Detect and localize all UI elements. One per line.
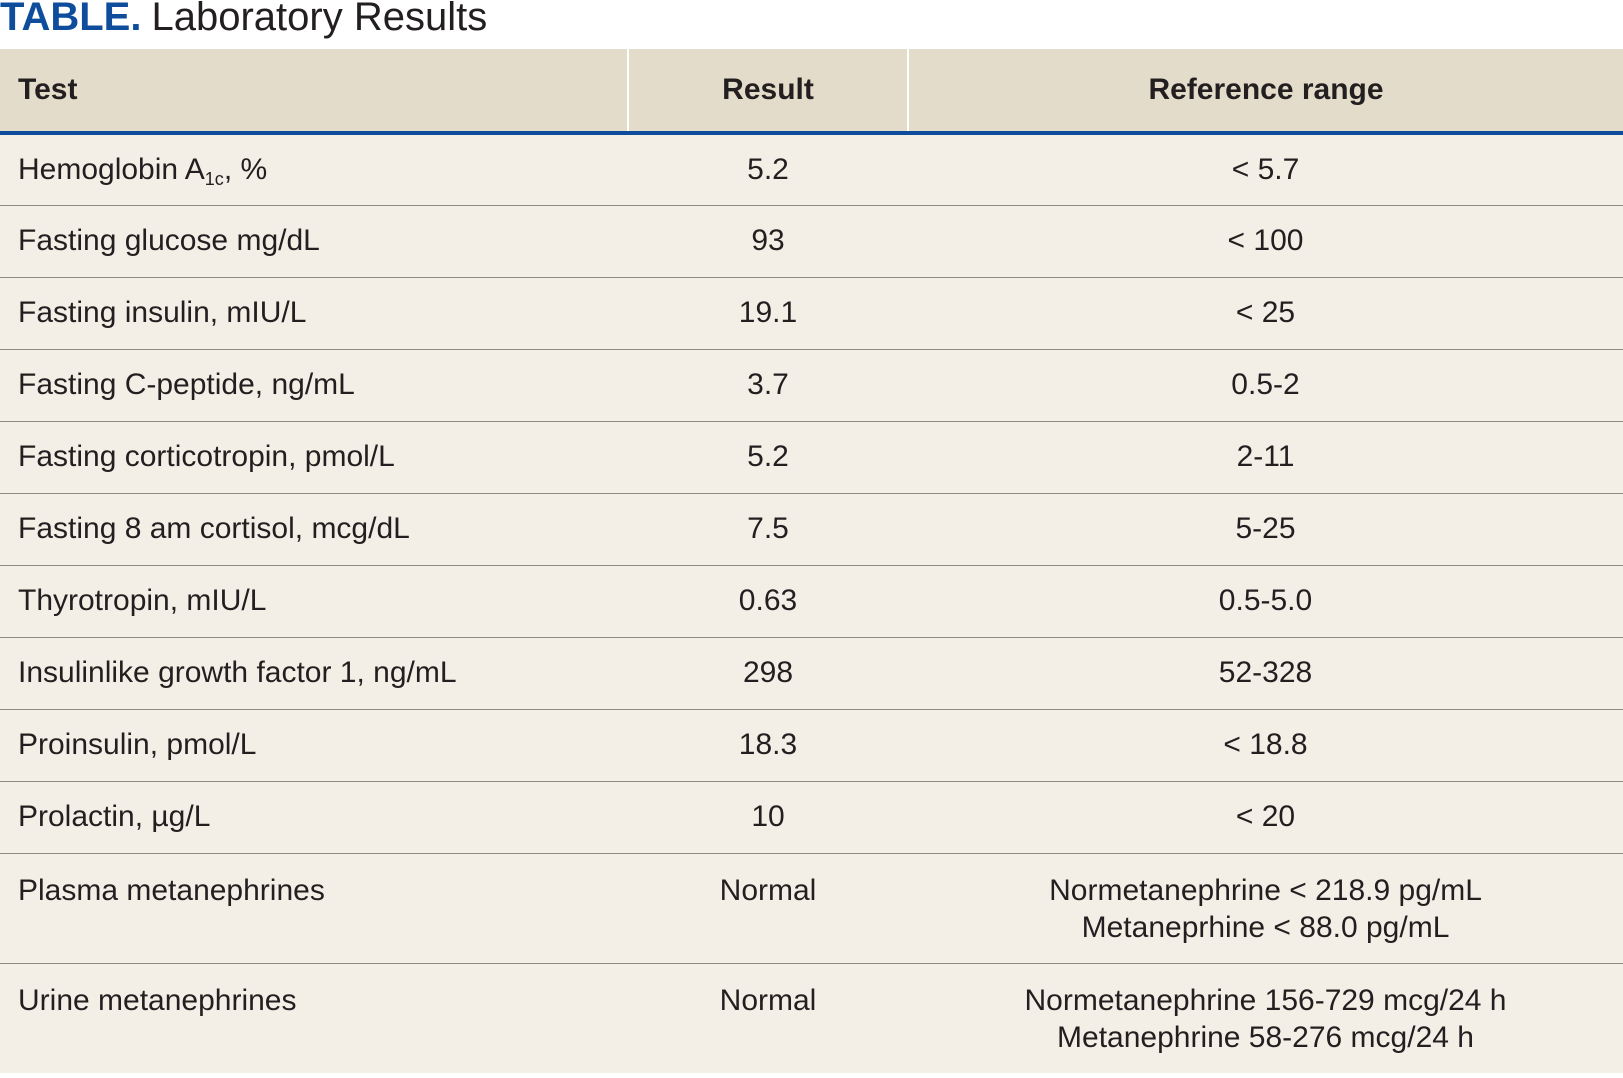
table-caption: Laboratory Results <box>151 0 488 39</box>
table-row: Fasting corticotropin, pmol/L 5.2 2-11 <box>0 421 1623 494</box>
table-row: Thyrotropin, mIU/L 0.63 0.5-5.0 <box>0 565 1623 638</box>
reference-range-line: Normetanephrine < 218.9 pg/mL <box>1049 873 1482 907</box>
reference-range-cell: < 5.7 <box>908 133 1623 206</box>
test-name: Fasting C-peptide, ng/mL <box>18 368 355 401</box>
reference-range-cell: < 20 <box>908 781 1623 854</box>
test-name: Fasting glucose mg/dL <box>18 224 320 257</box>
result-cell: 3.7 <box>628 349 908 422</box>
test-name-cell: Fasting 8 am cortisol, mcg/dL <box>0 493 628 566</box>
test-name-cell: Fasting corticotropin, pmol/L <box>0 421 628 494</box>
reference-range-cell: 0.5-2 <box>908 349 1623 422</box>
test-name-suffix: , % <box>223 152 268 186</box>
reference-range-line: 52-328 <box>1218 656 1313 689</box>
result-cell: 5.2 <box>628 421 908 494</box>
reference-range-line: < 5.7 <box>1231 152 1300 186</box>
reference-range-cell: Normetanephrine 156-729 mcg/24 h Metaneph… <box>908 963 1623 1073</box>
result-cell: 5.2 <box>628 133 908 206</box>
reference-range-cell: < 100 <box>908 205 1623 278</box>
result-cell: 19.1 <box>628 277 908 350</box>
result-cell: 0.63 <box>628 565 908 638</box>
reference-range-cell: < 25 <box>908 277 1623 350</box>
table-row: Plasma metanephrines Normal Normetanephrin… <box>0 853 1623 964</box>
reference-range-line: < 100 <box>1227 224 1304 257</box>
test-name-subscript: 1c <box>204 168 224 189</box>
table-row: Hemoglobin A1c, % 5.2 < 5.7 <box>0 133 1623 206</box>
table-row: Fasting C-peptide, ng/mL 3.7 0.5-2 <box>0 349 1623 422</box>
test-name: Proinsulin, pmol/L <box>18 728 257 761</box>
test-name: Insulinlike growth factor 1, ng/mL <box>18 656 457 689</box>
test-name-cell: Insulinlike growth factor 1, ng/mL <box>0 637 628 710</box>
test-name-cell: Fasting glucose mg/dL <box>0 205 628 278</box>
test-name: Plasma metanephrines <box>18 873 325 907</box>
table-row: Prolactin, µg/L 10 < 20 <box>0 781 1623 854</box>
test-name: Prolactin, µg/L <box>18 800 211 833</box>
test-name: Fasting insulin, mIU/L <box>18 296 307 329</box>
table-label: TABLE. <box>0 0 142 39</box>
reference-range-line: < 18.8 <box>1223 728 1308 761</box>
table-row: Fasting glucose mg/dL 93 < 100 <box>0 205 1623 278</box>
test-name-cell: Thyrotropin, mIU/L <box>0 565 628 638</box>
test-name-cell: Prolactin, µg/L <box>0 781 628 854</box>
test-name: Urine metanephrines <box>18 983 297 1017</box>
test-name: Fasting 8 am cortisol, mcg/dL <box>18 512 410 545</box>
column-header-reference-range: Reference range <box>907 49 1623 135</box>
test-name: Thyrotropin, mIU/L <box>18 584 267 617</box>
reference-range-line: < 25 <box>1235 296 1296 329</box>
reference-range-line: Metaneprhine < 88.0 pg/mL <box>1081 910 1450 944</box>
column-header-result: Result <box>627 49 908 135</box>
reference-range-line: Metanephrine 58-276 mcg/24 h <box>1057 1020 1474 1054</box>
result-cell: 10 <box>628 781 908 854</box>
reference-range-cell: 2-11 <box>908 421 1623 494</box>
table-row: Insulinlike growth factor 1, ng/mL 298 52-… <box>0 637 1623 710</box>
reference-range-line: 0.5-2 <box>1231 368 1300 401</box>
reference-range-line: < 20 <box>1235 800 1296 833</box>
table-row: Urine metanephrines Normal Normetanephrine… <box>0 963 1623 1073</box>
result-cell: 7.5 <box>628 493 908 566</box>
reference-range-line: 0.5-5.0 <box>1218 584 1313 617</box>
test-name-cell: Fasting insulin, mIU/L <box>0 277 628 350</box>
result-cell: 93 <box>628 205 908 278</box>
table-title: TABLE. Laboratory Results <box>0 0 487 42</box>
result-cell: Normal <box>719 983 817 1017</box>
test-name-cell: Urine metanephrines <box>0 963 628 1073</box>
test-name-cell: Plasma metanephrines <box>0 853 628 964</box>
test-name-cell: Hemoglobin A1c, % <box>0 133 628 206</box>
result-cell: 298 <box>628 637 908 710</box>
test-name-cell: Fasting C-peptide, ng/mL <box>0 349 628 422</box>
result-cell: Normal <box>628 853 908 964</box>
column-header-test: Test <box>0 49 628 135</box>
lab-results-table: Test Result Reference range Hemoglobin A… <box>0 49 1623 1073</box>
table-row: Proinsulin, pmol/L 18.3 < 18.8 <box>0 709 1623 782</box>
reference-range-line: 2-11 <box>1236 440 1295 473</box>
table-row: Fasting 8 am cortisol, mcg/dL 7.5 5-25 <box>0 493 1623 566</box>
reference-range-line: Normetanephrine 156-729 mcg/24 h <box>1024 983 1507 1017</box>
result-cell: 18.3 <box>628 709 908 782</box>
test-name: Hemoglobin A <box>18 152 205 186</box>
reference-range-cell: 0.5-5.0 <box>908 565 1623 638</box>
reference-range-line: 5-25 <box>1235 512 1296 545</box>
reference-range-cell: < 18.8 <box>908 709 1623 782</box>
header-row: Test Result Reference range <box>0 49 1623 135</box>
reference-range-cell: Normetanephrine < 218.9 pg/mL Metaneprhin… <box>908 853 1623 964</box>
test-name: Fasting corticotropin, pmol/L <box>18 440 395 473</box>
reference-range-cell: 5-25 <box>908 493 1623 566</box>
table-row: Fasting insulin, mIU/L 19.1 < 25 <box>0 277 1623 350</box>
test-name-cell: Proinsulin, pmol/L <box>0 709 628 782</box>
reference-range-cell: 52-328 <box>908 637 1623 710</box>
